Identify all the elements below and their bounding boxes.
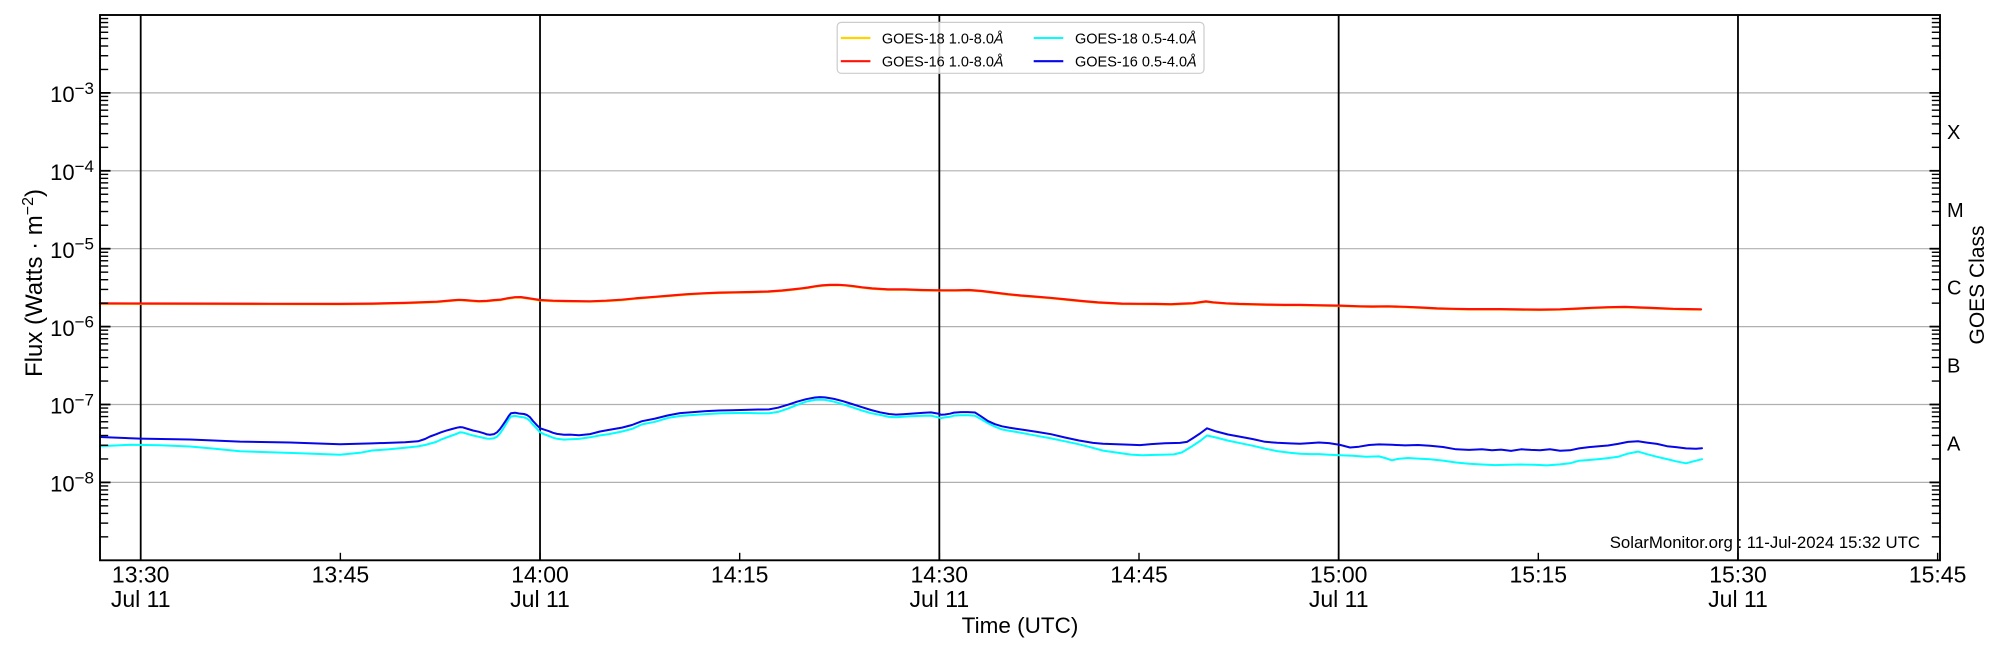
svg-text:Time (UTC): Time (UTC) bbox=[962, 613, 1079, 638]
svg-text:15:45: 15:45 bbox=[1909, 562, 1967, 588]
svg-text:Jul 11: Jul 11 bbox=[909, 586, 969, 612]
svg-text:15:30: 15:30 bbox=[1709, 562, 1767, 588]
svg-text:Jul 11: Jul 11 bbox=[1309, 586, 1369, 612]
svg-text:GOES-16 1.0-8.0Å: GOES-16 1.0-8.0Å bbox=[882, 54, 1004, 71]
svg-text:Flux (Watts · m−2): Flux (Watts · m−2) bbox=[20, 189, 48, 377]
svg-text:10−3: 10−3 bbox=[50, 79, 94, 107]
svg-text:13:30: 13:30 bbox=[112, 562, 170, 588]
svg-text:14:30: 14:30 bbox=[911, 562, 969, 588]
svg-text:B: B bbox=[1947, 356, 1960, 378]
svg-text:C: C bbox=[1947, 278, 1961, 300]
svg-text:SolarMonitor.org : 11-Jul-2024: SolarMonitor.org : 11-Jul-2024 15:32 UTC bbox=[1610, 533, 1920, 552]
svg-text:15:15: 15:15 bbox=[1510, 562, 1568, 588]
svg-text:GOES-18 1.0-8.0Å: GOES-18 1.0-8.0Å bbox=[882, 30, 1004, 47]
svg-text:M: M bbox=[1947, 200, 1964, 222]
svg-text:Jul 11: Jul 11 bbox=[111, 586, 171, 612]
svg-text:A: A bbox=[1947, 434, 1961, 456]
svg-text:GOES Class: GOES Class bbox=[1966, 225, 1989, 344]
svg-text:14:45: 14:45 bbox=[1110, 562, 1168, 588]
svg-text:13:45: 13:45 bbox=[312, 562, 370, 588]
svg-text:10−8: 10−8 bbox=[50, 468, 94, 496]
svg-text:15:00: 15:00 bbox=[1310, 562, 1368, 588]
svg-text:Jul 11: Jul 11 bbox=[510, 586, 570, 612]
svg-text:GOES-16 0.5-4.0Å: GOES-16 0.5-4.0Å bbox=[1075, 54, 1197, 71]
svg-text:X: X bbox=[1947, 122, 1960, 144]
svg-text:Jul 11: Jul 11 bbox=[1708, 586, 1768, 612]
svg-text:14:15: 14:15 bbox=[711, 562, 769, 588]
svg-text:14:00: 14:00 bbox=[511, 562, 569, 588]
svg-text:GOES-18 0.5-4.0Å: GOES-18 0.5-4.0Å bbox=[1075, 30, 1197, 47]
